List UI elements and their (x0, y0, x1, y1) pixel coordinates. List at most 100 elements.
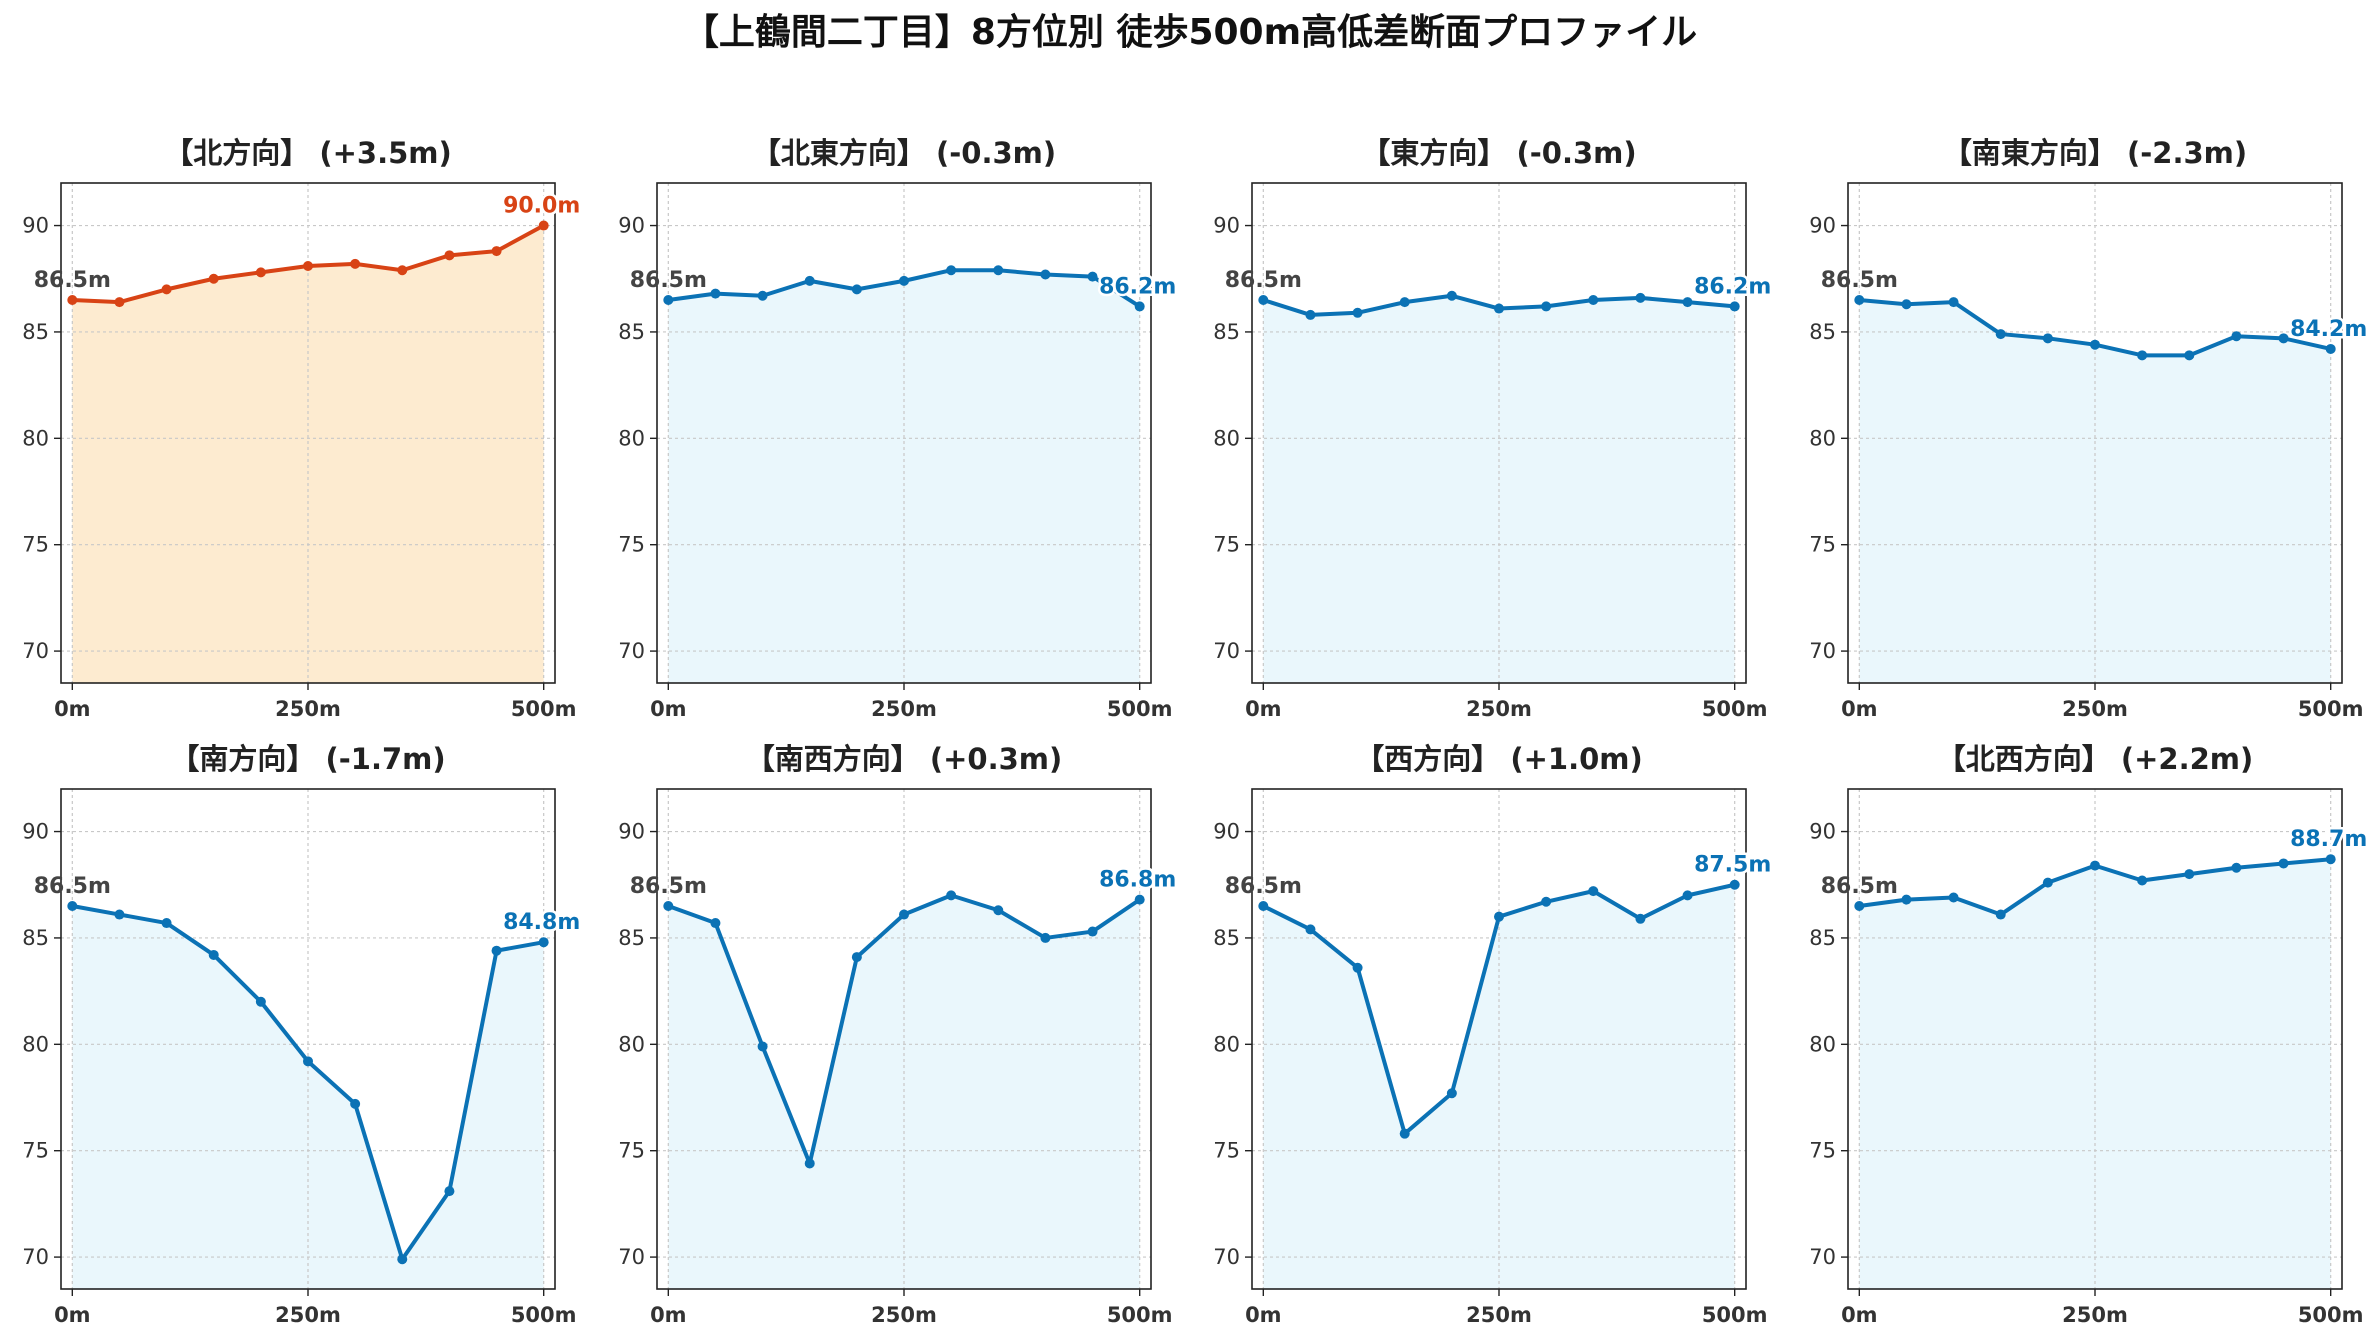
panel-title: 【南東方向】 (-2.3m) (1943, 136, 2247, 170)
profile-point (1134, 301, 1145, 312)
profile-point (350, 1098, 361, 1109)
profile-point (538, 937, 549, 948)
x-tick-label: 250m (2062, 697, 2128, 721)
profile-point (397, 265, 408, 276)
profile-point (1087, 926, 1098, 937)
profile-point (114, 297, 125, 308)
profile-point (1635, 913, 1646, 924)
y-tick-label: 90 (1809, 214, 1836, 238)
profile-point (1729, 301, 1740, 312)
profile-point (2090, 339, 2100, 350)
y-tick-label: 80 (618, 426, 645, 450)
y-tick-label: 70 (22, 639, 49, 663)
profile-fill-area (1859, 859, 2331, 1289)
start-elevation-label: 86.5m (34, 268, 111, 293)
profile-fill-area (668, 270, 1140, 683)
y-tick-label: 85 (1213, 926, 1240, 950)
y-tick-label: 70 (618, 1245, 645, 1269)
profile-point (1901, 299, 1912, 310)
profile-point (851, 284, 862, 295)
profile-point (1399, 1128, 1410, 1139)
profile-point (1541, 301, 1552, 312)
profile-point (1995, 909, 2006, 920)
profile-point (2137, 875, 2148, 886)
profile-point (804, 275, 815, 286)
y-tick-label: 80 (618, 1032, 645, 1056)
profile-point (397, 1254, 408, 1265)
y-tick-label: 90 (22, 820, 49, 844)
profile-point (993, 265, 1004, 276)
profile-point (946, 265, 957, 276)
profile-point (1494, 303, 1504, 314)
x-tick-label: 500m (1107, 697, 1173, 721)
y-tick-label: 75 (1213, 1139, 1240, 1163)
profile-point (161, 918, 172, 929)
profile-point (1995, 329, 2006, 340)
y-tick-label: 85 (618, 320, 645, 344)
start-elevation-label: 86.5m (34, 874, 111, 899)
y-tick-label: 75 (618, 1139, 645, 1163)
panel-title: 【東方向】 (-0.3m) (1361, 136, 1636, 170)
profile-point (255, 267, 266, 278)
profile-point (1399, 297, 1410, 308)
y-tick-label: 70 (22, 1245, 49, 1269)
panel-title: 【南方向】 (-1.7m) (170, 742, 445, 776)
y-tick-label: 85 (22, 926, 49, 950)
y-tick-label: 70 (1809, 1245, 1836, 1269)
profile-point (710, 918, 721, 929)
profile-point (2231, 331, 2242, 342)
profile-point (444, 250, 455, 261)
panel-title: 【北東方向】 (-0.3m) (752, 136, 1056, 170)
profile-point (350, 258, 361, 269)
profile-point (1494, 911, 1504, 922)
x-tick-label: 250m (1466, 1303, 1532, 1327)
x-tick-label: 500m (511, 697, 577, 721)
end-elevation-label: 87.5m (1694, 853, 1771, 878)
y-tick-label: 70 (1809, 639, 1836, 663)
x-tick-label: 500m (2298, 697, 2364, 721)
y-tick-label: 75 (1213, 533, 1240, 557)
profile-point (161, 284, 172, 295)
x-tick-label: 500m (511, 1303, 577, 1327)
profile-point (1305, 309, 1316, 320)
end-elevation-label: 84.8m (503, 910, 580, 935)
y-tick-label: 90 (618, 820, 645, 844)
x-tick-label: 0m (650, 697, 687, 721)
profile-point (663, 295, 674, 306)
profile-point (2325, 854, 2336, 865)
y-tick-label: 85 (1809, 926, 1836, 950)
x-tick-label: 0m (54, 697, 91, 721)
profile-point (946, 890, 957, 901)
y-tick-label: 80 (1213, 1032, 1240, 1056)
profile-point (303, 260, 313, 271)
profile-fill-area (668, 895, 1140, 1289)
y-tick-label: 80 (22, 1032, 49, 1056)
profile-point (2184, 869, 2195, 880)
profile-point (663, 901, 674, 912)
profile-point (1134, 894, 1145, 905)
profile-point (757, 1041, 768, 1052)
profile-point (899, 275, 909, 286)
y-tick-label: 75 (1809, 1139, 1836, 1163)
profile-point (1635, 292, 1646, 303)
y-tick-label: 90 (1809, 820, 1836, 844)
y-tick-label: 70 (618, 639, 645, 663)
panel-title: 【西方向】 (+1.0m) (1355, 742, 1643, 776)
x-tick-label: 250m (275, 1303, 341, 1327)
y-tick-label: 75 (22, 533, 49, 557)
y-tick-label: 80 (1809, 1032, 1836, 1056)
start-elevation-label: 86.5m (1225, 268, 1302, 293)
x-tick-label: 0m (1841, 1303, 1878, 1327)
figure-title: 【上鶴間二丁目】8方位別 徒歩500m高低差断面プロファイル (683, 12, 1697, 53)
profile-point (1258, 295, 1269, 306)
start-elevation-label: 86.5m (630, 268, 707, 293)
end-elevation-label: 86.2m (1099, 274, 1176, 299)
chart-panel: 70 75 80 85 90 0m 250m 500m 【北東方向】 (-0.3m) 86.5m 8… (618, 136, 1179, 721)
x-tick-label: 500m (1702, 1303, 1768, 1327)
x-tick-label: 500m (2298, 1303, 2364, 1327)
y-tick-label: 90 (1213, 820, 1240, 844)
x-tick-label: 0m (1245, 1303, 1282, 1327)
profile-point (1854, 901, 1865, 912)
start-elevation-label: 86.5m (630, 874, 707, 899)
profile-point (1588, 295, 1599, 306)
